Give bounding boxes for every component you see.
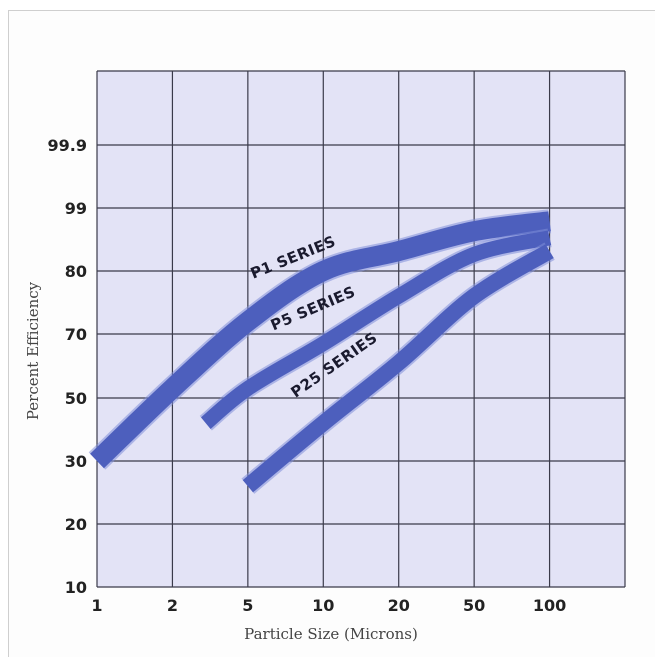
p1-series-band bbox=[90, 211, 551, 469]
y-tick-label: 99.9 bbox=[48, 136, 87, 155]
x-tick-label: 20 bbox=[388, 596, 410, 615]
y-tick-label: 20 bbox=[65, 515, 87, 534]
y-tick-label: 10 bbox=[65, 578, 87, 597]
x-tick-label: 50 bbox=[463, 596, 485, 615]
y-tick-label: 30 bbox=[65, 452, 87, 471]
y-tick-label: 50 bbox=[65, 389, 87, 408]
x-tick-label: 5 bbox=[242, 596, 253, 615]
x-tick-label: 1 bbox=[91, 596, 102, 615]
x-tick-label: 2 bbox=[167, 596, 178, 615]
y-tick-label: 80 bbox=[65, 262, 87, 281]
y-tick-label: 70 bbox=[65, 325, 87, 344]
x-axis-title: Particle Size (Microns) bbox=[244, 625, 418, 643]
y-tick-label: 99 bbox=[65, 199, 87, 218]
x-tick-label: 100 bbox=[533, 596, 566, 615]
y-axis-title: Percent Efficiency bbox=[24, 281, 42, 420]
x-tick-label: 10 bbox=[312, 596, 334, 615]
